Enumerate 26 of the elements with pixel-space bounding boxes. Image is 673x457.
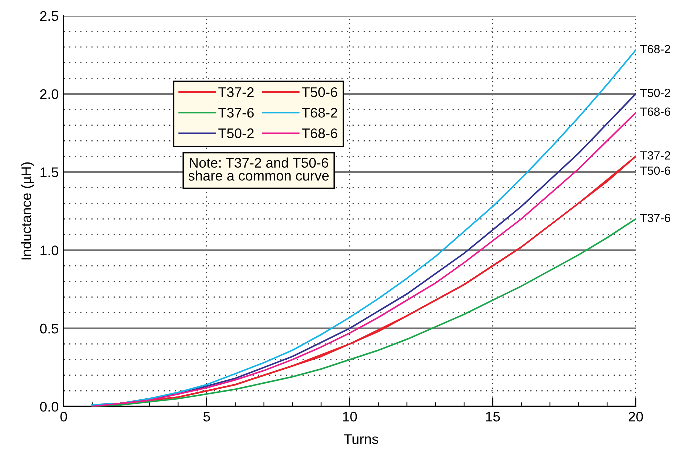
legend-label: T68-2 [302, 108, 338, 118]
annotation: Note: T37-2 and T50-6 share a common curve [188, 158, 329, 181]
y-tick-label: 1.0 [40, 246, 59, 256]
legend-label: T50-6 [302, 87, 338, 98]
text: T50-2 [640, 88, 670, 98]
text: T50-6 [640, 166, 670, 176]
y-axis-title: Inductance (µH) [21, 162, 34, 260]
legend-label: T68-6 [302, 128, 338, 138]
x-tick-label: 10 [343, 412, 358, 422]
text: T37-2 [640, 151, 670, 160]
x-tick-label: 20 [628, 412, 644, 422]
legend-label: T50-2 [218, 128, 254, 138]
y-tick-label: 0.5 [40, 324, 58, 334]
x-tick-label: 0 [60, 412, 68, 422]
x-tick-label: 15 [486, 412, 500, 422]
text: T68-2 [640, 45, 670, 54]
y-tick-label: 0.0 [40, 402, 59, 412]
y-tick-label: 2.0 [40, 89, 59, 100]
legend-label: T37-6 [218, 108, 254, 118]
text: T68-6 [640, 108, 670, 116]
legend-label: T37-2 [218, 87, 254, 98]
y-tick-label: 2.5 [40, 11, 58, 22]
y-tick-label: 1.5 [40, 168, 58, 178]
text: T37-6 [640, 214, 670, 222]
x-axis-title: Turns [344, 434, 378, 444]
x-tick-label: 5 [204, 412, 210, 422]
